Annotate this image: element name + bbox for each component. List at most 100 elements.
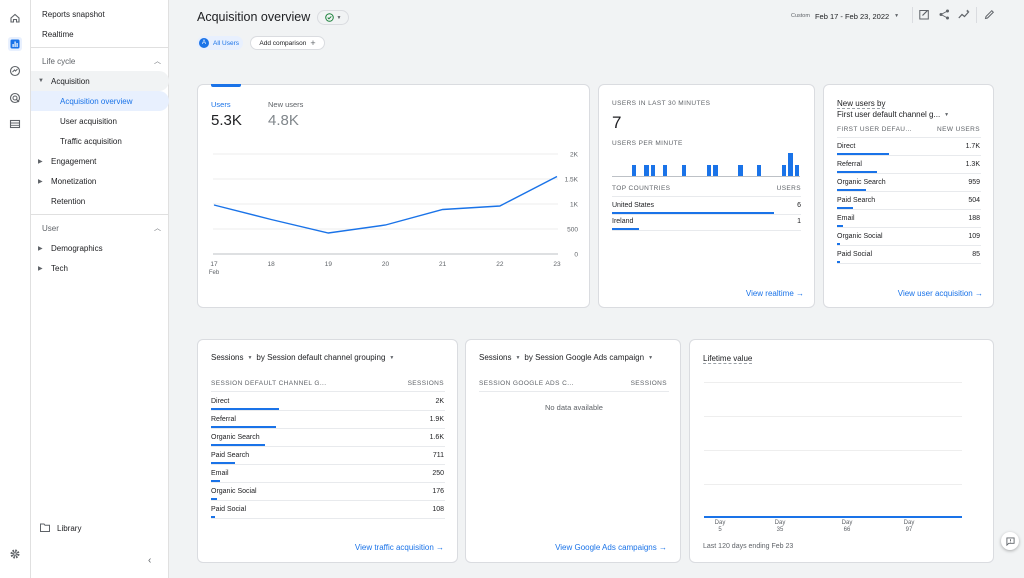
caret-down-icon: ▼ — [944, 111, 950, 118]
caret-down-icon: ▼ — [38, 78, 44, 84]
link-label: View user acquisition — [897, 289, 973, 298]
row-separator — [837, 173, 981, 174]
sidebar-item-demographics[interactable]: ▶ Demographics — [31, 238, 169, 258]
view-traffic-acquisition-link[interactable]: View traffic acquisition → — [355, 543, 444, 552]
empty-state-text: No data available — [545, 403, 603, 412]
row-separator — [211, 391, 445, 392]
sidebar-item-reports-snapshot[interactable]: Reports snapshot — [31, 4, 169, 24]
dimension-dropdown[interactable]: First user default channel g... ▼ — [837, 110, 949, 119]
row-label: Organic Search — [211, 434, 260, 441]
page-title: Acquisition overview — [197, 10, 311, 24]
sidebar-item-realtime[interactable]: Realtime — [31, 24, 169, 44]
customize-report-icon[interactable] — [919, 9, 930, 20]
reports-icon[interactable] — [8, 37, 22, 51]
x-tick-value: 97 — [905, 527, 913, 533]
section-label: User — [42, 223, 59, 233]
tab-new-users[interactable]: New users 4.8K — [268, 100, 303, 129]
row-label: Direct — [837, 143, 856, 150]
edit-pencil-icon[interactable] — [984, 9, 995, 20]
row-value: 1.7K — [965, 143, 980, 150]
column-header-sessions: SESSIONS — [407, 380, 444, 387]
divider — [976, 7, 977, 23]
sidebar-item-engagement[interactable]: ▶ Engagement — [31, 151, 169, 171]
sidebar-item-retention[interactable]: Retention — [31, 191, 169, 211]
sidebar-item-acquisition-overview[interactable]: Acquisition overview — [31, 91, 169, 111]
section-label: Life cycle — [42, 56, 76, 66]
gridline — [704, 416, 962, 417]
card-title: New users by — [837, 99, 886, 109]
row-separator — [479, 391, 669, 392]
dimension-label: by Session default channel grouping — [256, 353, 386, 362]
sidebar-item-label: Monetization — [51, 176, 97, 186]
main-content: Acquisition overview ▼ A All Users Add c… — [169, 0, 1024, 578]
share-icon[interactable] — [939, 9, 950, 20]
section-header-user[interactable]: User ︿ — [31, 218, 169, 238]
caret-down-icon: ▼ — [336, 14, 342, 21]
explore-icon[interactable] — [8, 64, 22, 78]
users-per-minute-heading: USERS PER MINUTE — [612, 140, 683, 147]
sidebar-item-library[interactable]: Library — [31, 518, 169, 538]
dimension-label: First user default channel g... — [837, 110, 941, 119]
tab-value: 4.8K — [268, 112, 299, 129]
x-tick-label: 19 — [325, 261, 333, 268]
sessions-ads-selector[interactable]: Sessions ▼ by Session Google Ads campaig… — [479, 353, 653, 362]
plus-icon: + — [310, 37, 316, 48]
sessions-ads-card: Sessions ▼ by Session Google Ads campaig… — [465, 339, 681, 563]
row-value: 108 — [432, 506, 444, 513]
x-tick-unit: Day — [714, 520, 726, 526]
gridline — [704, 382, 962, 383]
add-comparison-button[interactable]: Add comparison + — [250, 36, 325, 50]
sidebar-item-monetization[interactable]: ▶ Monetization — [31, 171, 169, 191]
tab-value: 5.3K — [211, 112, 242, 129]
caret-down-icon: ▼ — [515, 354, 521, 361]
minute-bar — [663, 164, 668, 176]
sidebar-item-user-acquisition[interactable]: User acquisition — [31, 111, 169, 131]
settings-icon[interactable] — [8, 547, 22, 561]
insights-icon[interactable] — [958, 9, 971, 20]
view-user-acquisition-link[interactable]: View user acquisition → — [898, 289, 983, 298]
section-header-life-cycle[interactable]: Life cycle ︿ — [31, 51, 169, 71]
row-value: 1.6K — [429, 434, 444, 441]
tab-label: Users — [211, 100, 231, 109]
row-bar — [837, 243, 841, 245]
check-circle-icon — [324, 13, 334, 22]
date-range-picker[interactable]: Custom Feb 17 - Feb 23, 2022 ▼ — [791, 10, 899, 22]
view-realtime-link[interactable]: View realtime → — [746, 289, 804, 298]
row-label: Referral — [837, 161, 862, 168]
collapse-sidebar-icon[interactable]: ‹ — [148, 555, 152, 566]
home-icon[interactable] — [8, 11, 22, 25]
sessions-channel-selector[interactable]: Sessions ▼ by Session default channel gr… — [211, 353, 394, 362]
sidebar-item-traffic-acquisition[interactable]: Traffic acquisition — [31, 131, 169, 151]
configure-icon[interactable] — [8, 117, 22, 131]
advertising-icon[interactable] — [8, 91, 22, 105]
row-value: 109 — [968, 233, 980, 240]
row-separator — [837, 209, 981, 210]
feedback-button[interactable] — [1001, 532, 1019, 550]
minute-bar — [713, 164, 718, 176]
row-bar — [211, 444, 266, 446]
column-header-dimension: SESSION DEFAULT CHANNEL G... — [211, 380, 327, 387]
view-google-ads-campaigns-link[interactable]: View Google Ads campaigns → — [555, 543, 667, 552]
sidebar-item-label: Tech — [51, 263, 68, 273]
sidebar-item-tech[interactable]: ▶ Tech — [31, 258, 169, 278]
minute-bar — [707, 164, 712, 176]
sidebar-item-label: User acquisition — [60, 116, 117, 126]
row-value: 1.3K — [965, 161, 980, 168]
row-label: Referral — [211, 416, 236, 423]
tab-users[interactable]: Users 5.3K — [211, 100, 242, 129]
minute-bar — [644, 164, 649, 176]
row-separator — [837, 137, 981, 138]
date-range-text: Feb 17 - Feb 23, 2022 — [814, 11, 890, 21]
row-label: Paid Social — [211, 506, 247, 513]
segment-chip-all-users[interactable]: A All Users — [197, 36, 243, 50]
nav-rail — [0, 0, 31, 578]
status-dropdown[interactable]: ▼ — [317, 10, 349, 25]
row-bar — [837, 153, 889, 155]
row-separator — [211, 500, 445, 501]
divider — [912, 7, 913, 23]
arrow-right-icon: → — [796, 289, 804, 298]
date-preset-label: Custom — [791, 13, 810, 19]
divider — [31, 47, 169, 48]
arrow-right-icon: → — [659, 543, 667, 552]
sidebar-item-acquisition[interactable]: ▼ Acquisition — [31, 71, 169, 91]
